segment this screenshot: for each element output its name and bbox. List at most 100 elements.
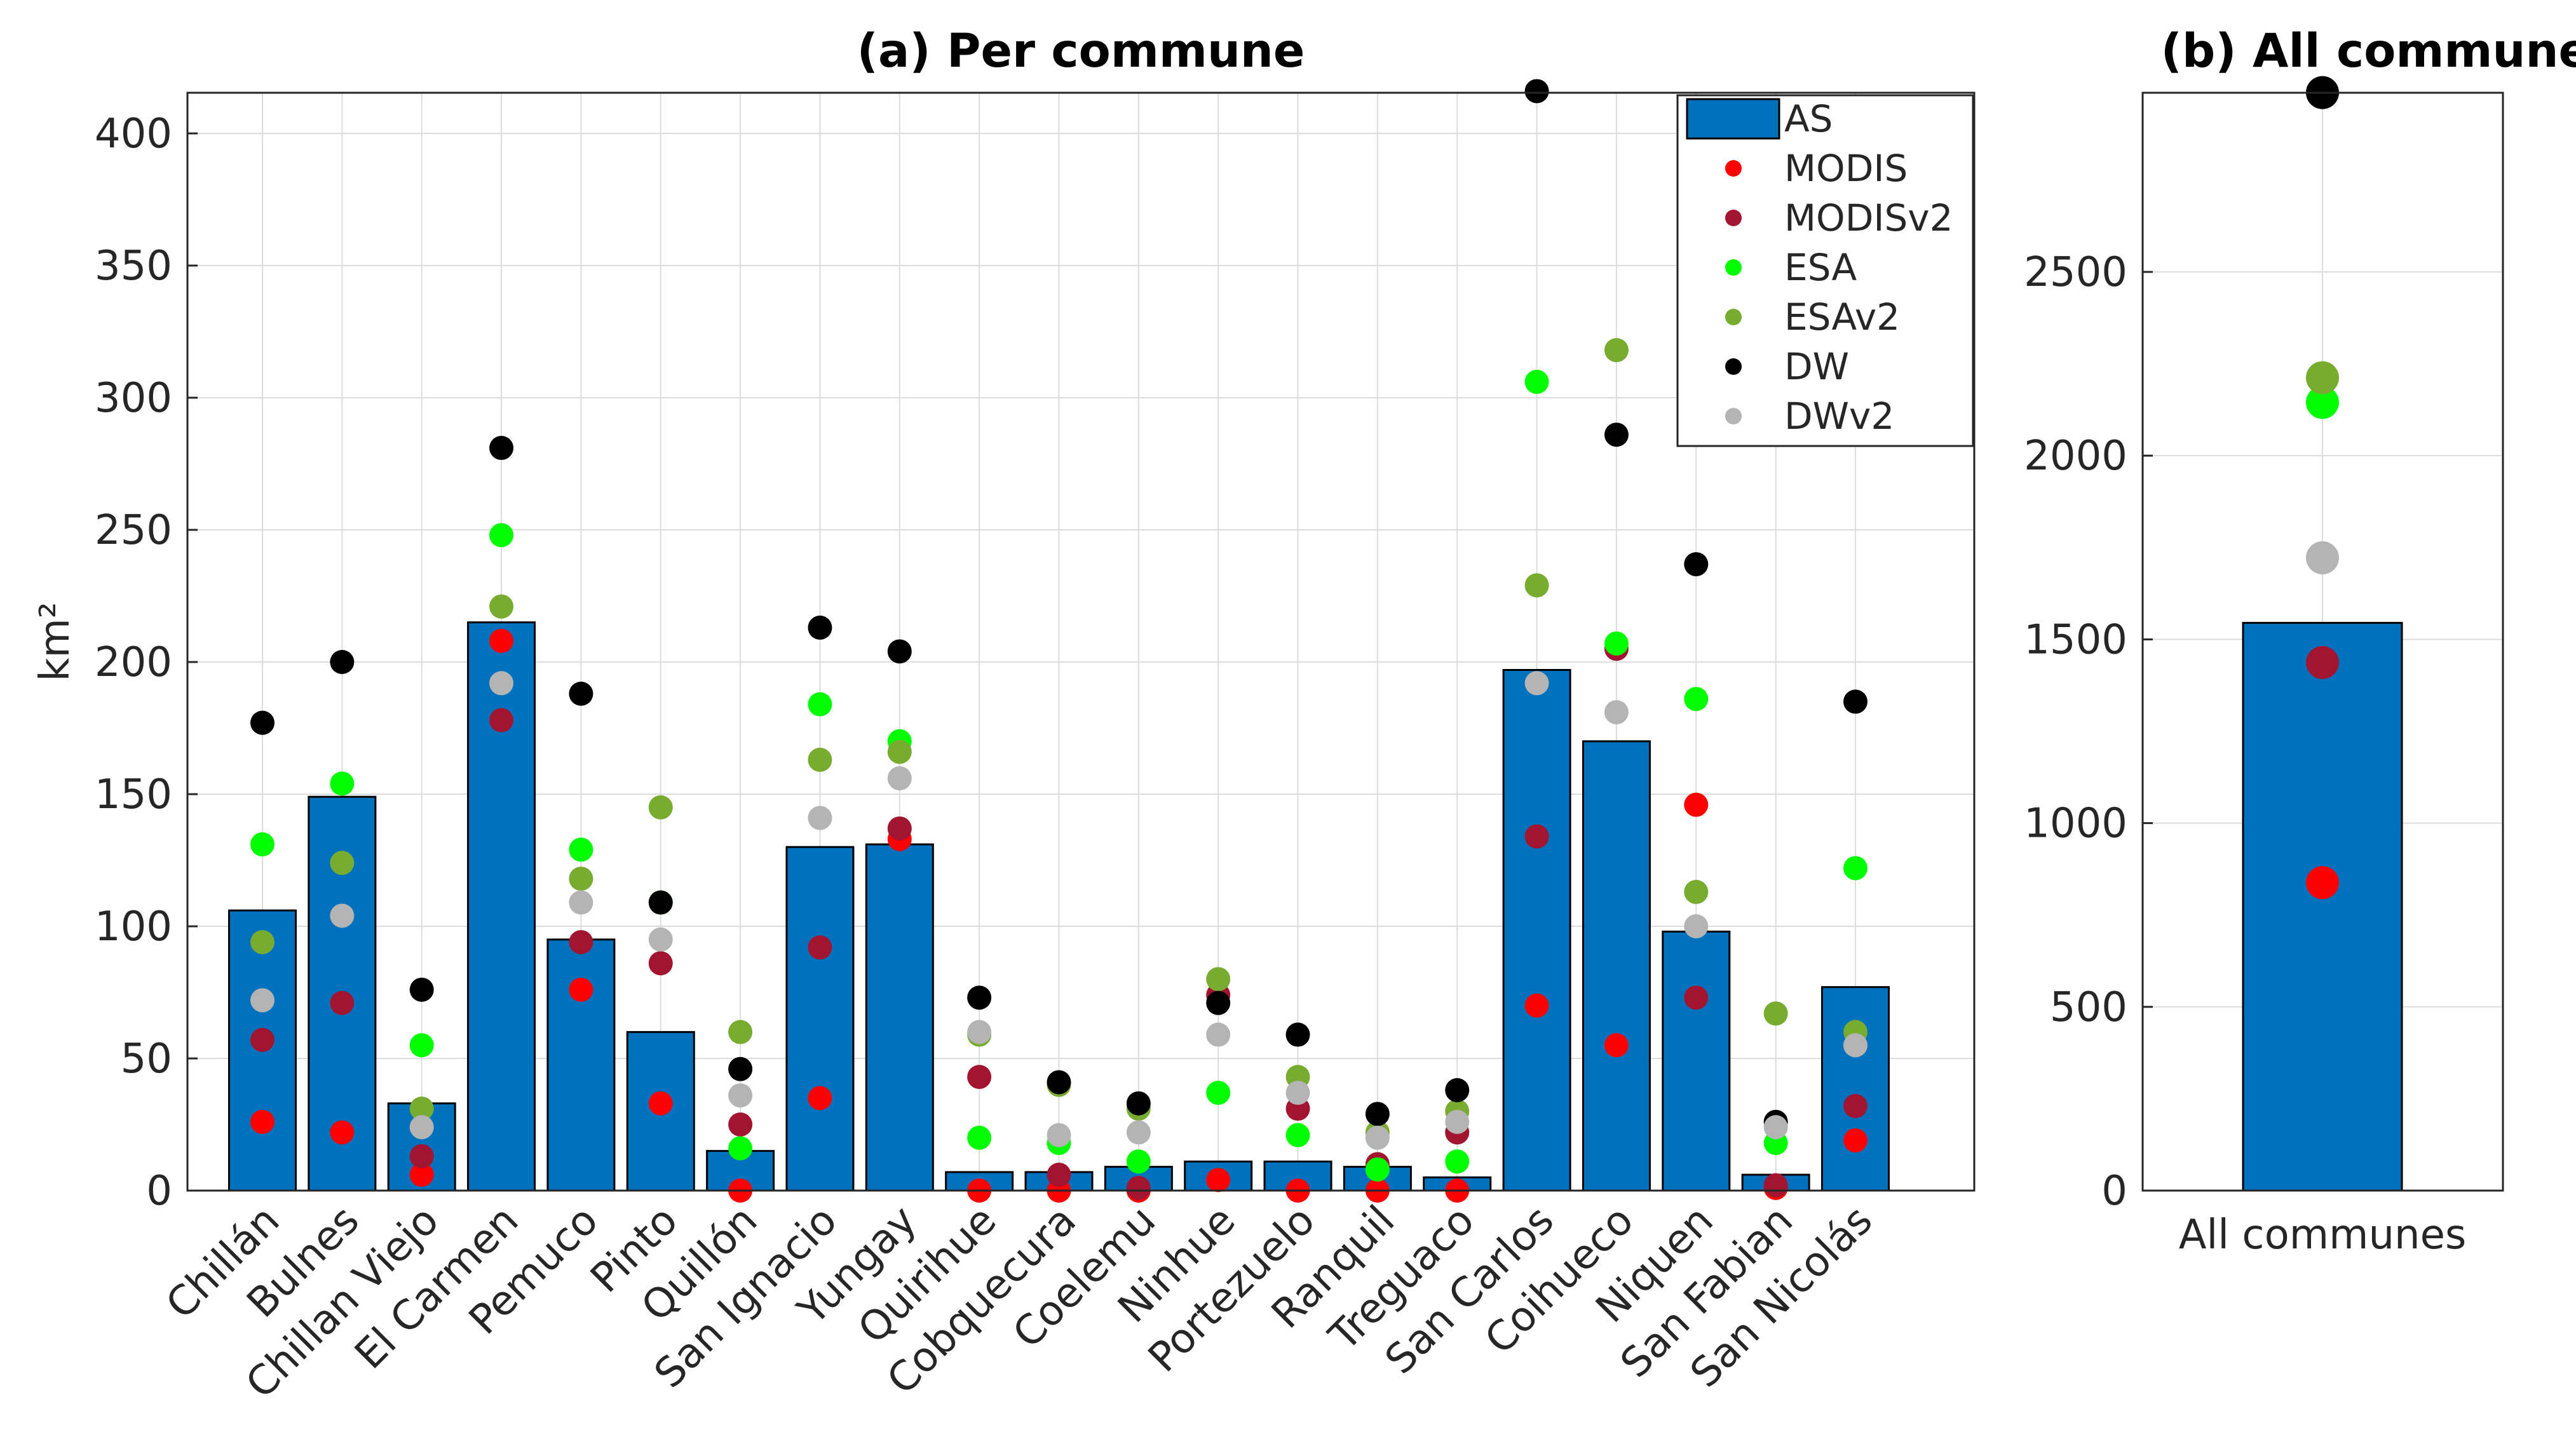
point-esa-san-nicolas — [1843, 856, 1868, 881]
point-modis-pinto — [648, 1091, 673, 1116]
legend-marker-modis — [1725, 160, 1742, 177]
point-esa-coelemu — [1126, 1149, 1151, 1174]
point-esa-san-ignacio — [808, 692, 832, 717]
legend-marker-dwv2 — [1725, 408, 1742, 424]
bar-pemuco — [546, 938, 616, 1192]
point-esa-quillon — [728, 1136, 753, 1161]
bar-quirihue — [945, 1171, 1014, 1192]
point-dwv2-quillon — [728, 1083, 753, 1108]
point-dwv2-chillan-viejo — [409, 1115, 434, 1140]
point-dw-cobquecura — [1047, 1070, 1071, 1095]
ytick-label-1000: 1000 — [2024, 801, 2127, 848]
point-dw-niquen — [1684, 552, 1709, 577]
panel-all-communes: 0 500 1000 1500 2000 2500 All communes (b) Al… — [2024, 24, 2576, 1259]
panel-b-points — [2306, 76, 2339, 900]
point-dwv2-san-fabian — [1763, 1115, 1788, 1140]
panel-b-bars — [2242, 621, 2403, 1192]
point-esav2-quillon — [728, 1020, 753, 1044]
point-dwv2-ranquil — [1365, 1125, 1390, 1150]
point-dw-san-carlos — [1524, 79, 1549, 104]
ytick-label-350: 350 — [95, 243, 172, 290]
point-modisv2-chillan-viejo — [409, 1144, 434, 1168]
panel-a-bars — [228, 621, 1890, 1192]
point-esav2-san-fabian — [1763, 1001, 1788, 1026]
point-dw-chillan — [250, 710, 275, 735]
point-modisv2-quillon — [728, 1112, 753, 1137]
legend-marker-esa — [1725, 259, 1742, 276]
point-dw-yungay — [887, 639, 912, 664]
legend-label-as: AS — [1784, 97, 1833, 140]
ytick-label-500: 500 — [2050, 984, 2127, 1031]
point-modisv2-bulnes — [330, 990, 355, 1015]
ytick-label-0: 0 — [146, 1168, 172, 1215]
bar-san-carlos — [1502, 668, 1571, 1192]
point-modisv2-chillan — [250, 1027, 275, 1052]
point-esav2-ninhue — [1206, 967, 1231, 992]
point-dwv2-treguaco — [1445, 1109, 1470, 1134]
panel-per-commune: 0 50 100 150 200 250 300 350 400 ChillánBulnesCh… — [32, 24, 1976, 1408]
xtick-label-all-communes: All communes — [2179, 1212, 2467, 1259]
point-modis-chillan — [250, 1109, 275, 1134]
point-modisv2-niquen — [1684, 985, 1709, 1010]
point-dwv2-portezuelo — [1285, 1081, 1310, 1105]
point-dwv2-san-carlos — [1524, 671, 1549, 696]
point-esav2-coihueco — [1604, 338, 1629, 363]
bar-all-communes — [2242, 621, 2403, 1192]
point-modisv2-all-communes — [2306, 645, 2339, 679]
point-dw-ninhue — [1206, 990, 1231, 1015]
point-dwv2-bulnes — [330, 903, 355, 928]
point-dwv2-el-carmen — [489, 671, 514, 696]
point-modisv2-yungay — [887, 816, 912, 841]
point-modis-chillan-viejo — [409, 1163, 434, 1187]
ytick-label-100: 100 — [95, 903, 172, 950]
point-dw-ranquil — [1365, 1102, 1390, 1126]
panel-a-axes-box — [186, 91, 1976, 1192]
point-dw-el-carmen — [489, 436, 514, 461]
point-dw-chillan-viejo — [409, 977, 434, 1002]
bar-niquen — [1662, 930, 1731, 1192]
point-esa-chillan — [250, 832, 275, 857]
point-dw-san-nicolas — [1843, 689, 1868, 714]
point-esa-niquen — [1684, 687, 1709, 712]
point-modis-el-carmen — [489, 628, 514, 653]
point-modis-san-ignacio — [808, 1086, 832, 1111]
point-modisv2-san-nicolas — [1843, 1093, 1868, 1118]
panel-a-y-tick-labels: 0 50 100 150 200 250 300 350 400 — [95, 111, 198, 1215]
point-modisv2-pemuco — [569, 929, 593, 954]
bar-el-carmen — [467, 621, 536, 1192]
panel-a-y-axis-label: km² — [32, 602, 79, 681]
panel-a-title: (a) Per commune — [857, 24, 1305, 78]
ytick-label-300: 300 — [95, 375, 172, 422]
point-dw-treguaco — [1445, 1078, 1470, 1102]
point-modis-san-carlos — [1524, 993, 1549, 1018]
legend-label-esa: ESA — [1784, 246, 1857, 289]
panel-b-x-tick-labels: All communes — [2179, 1212, 2467, 1259]
point-esa-coihueco — [1604, 631, 1629, 656]
point-dw-pinto — [648, 890, 673, 915]
point-dwv2-yungay — [887, 766, 912, 791]
legend-label-modisv2: MODISv2 — [1784, 196, 1953, 240]
ytick-label-200: 200 — [95, 639, 172, 686]
point-esa-bulnes — [330, 771, 355, 796]
point-dw-portezuelo — [1285, 1022, 1310, 1047]
point-esav2-all-communes — [2306, 361, 2339, 395]
point-esav2-pemuco — [569, 867, 593, 891]
point-esa-quirihue — [967, 1125, 992, 1150]
point-esa-ranquil — [1365, 1157, 1390, 1182]
point-esa-el-carmen — [489, 523, 514, 548]
panel-a-points — [250, 79, 1868, 1203]
legend-marker-modisv2 — [1725, 210, 1742, 226]
point-dw-coelemu — [1126, 1091, 1151, 1116]
point-dw-san-ignacio — [808, 615, 832, 640]
point-dw-quillon — [728, 1057, 753, 1081]
point-dwv2-quirihue — [967, 1020, 992, 1044]
point-modis-ninhue — [1206, 1168, 1231, 1192]
point-esav2-chillan-viejo — [409, 1097, 434, 1121]
point-modis-niquen — [1684, 792, 1709, 817]
ytick-label-2000: 2000 — [2024, 433, 2127, 480]
point-dwv2-chillan — [250, 988, 275, 1013]
point-dwv2-san-nicolas — [1843, 1033, 1868, 1058]
legend-label-dwv2: DWv2 — [1784, 395, 1894, 438]
point-modis-pemuco — [569, 977, 593, 1002]
